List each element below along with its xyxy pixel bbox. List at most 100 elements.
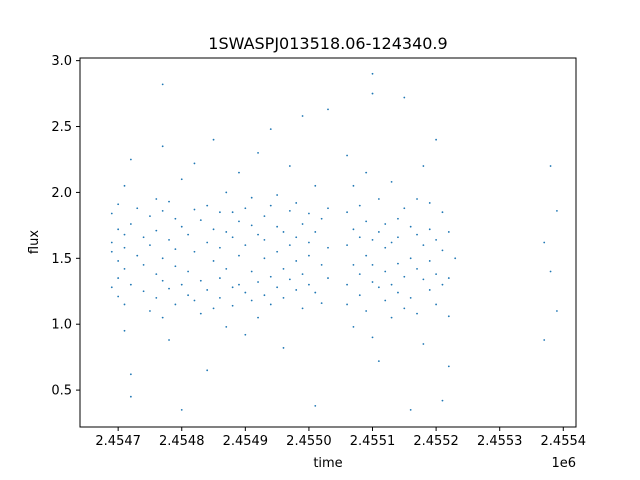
data-point [225,325,228,328]
data-point [212,138,215,141]
data-point [174,248,177,250]
data-point [250,270,253,273]
data-point [282,231,285,233]
data-point [314,184,317,187]
data-point [403,307,406,310]
data-point [416,233,418,236]
data-point [129,158,132,161]
data-point [110,250,113,253]
data-point [257,316,259,319]
data-point [206,241,209,244]
data-point [250,224,253,227]
data-point [327,246,329,249]
data-point [174,265,177,268]
data-point [199,219,202,222]
data-point [288,244,291,247]
data-point [155,296,158,299]
y-tick-label: 2.5 [51,120,72,135]
data-point [212,307,215,310]
data-point [377,286,380,289]
data-point [117,203,120,206]
data-point [155,273,158,276]
data-point [308,283,310,286]
data-point [543,241,546,244]
data-point [168,200,170,203]
data-point [250,196,253,199]
data-point [447,231,450,233]
data-point [346,154,348,157]
data-point [212,260,215,262]
plot-frame [79,57,577,428]
data-point [142,290,145,293]
data-point [365,310,368,312]
data-point [180,178,183,181]
data-point [193,250,196,253]
data-point [441,249,444,252]
data-point [110,212,113,215]
data-point [149,310,151,312]
y-tick-label: 3.0 [51,54,72,69]
data-point [257,233,259,236]
data-point [416,198,418,200]
data-point [428,228,431,231]
data-point [231,286,234,289]
data-point [180,283,183,286]
data-point [206,204,209,207]
data-point [371,336,374,339]
data-point [168,287,170,290]
data-point [397,236,399,239]
data-point [136,207,139,210]
data-point [117,295,120,298]
data-point [390,316,393,319]
x-axis-offset-label: 1e6 [551,456,576,471]
data-point [435,303,437,306]
data-point [199,312,202,315]
data-point [244,244,247,247]
data-point [320,264,323,266]
data-point [193,299,196,302]
data-point [346,211,348,214]
data-point [390,241,393,244]
data-point [549,270,552,273]
data-point [288,209,291,212]
data-point [276,286,279,289]
data-point [301,115,304,117]
data-point [136,254,139,257]
data-point [238,220,240,223]
data-point [308,241,310,244]
data-point [238,171,240,174]
x-tick-label: 2.4549 [223,434,269,449]
data-point [403,275,406,278]
data-point [187,270,190,273]
data-point [282,267,285,270]
data-point [123,233,126,236]
data-point [308,254,310,257]
data-point [301,273,304,276]
data-point [288,165,291,167]
data-point [435,138,437,141]
data-points [110,72,558,411]
data-point [161,83,164,86]
data-point [269,204,272,207]
data-point [441,283,444,286]
x-tick-label: 2.4553 [477,434,523,449]
data-point [123,303,126,306]
data-point [301,223,304,225]
data-point [161,279,164,282]
data-point [346,303,348,306]
data-point [161,145,164,148]
data-point [180,408,183,411]
data-point [371,72,374,75]
y-tick-label: 1.5 [51,252,72,267]
data-point [168,339,170,341]
data-point [358,204,361,207]
data-point [320,217,323,220]
x-tick-label: 2.4554 [541,434,587,449]
data-point [371,92,374,95]
data-point [352,264,355,266]
y-tick-label: 0.5 [51,384,72,399]
y-tick-label: 2.0 [51,186,72,201]
data-point [358,236,361,239]
data-point [314,231,317,233]
data-point [257,151,259,154]
